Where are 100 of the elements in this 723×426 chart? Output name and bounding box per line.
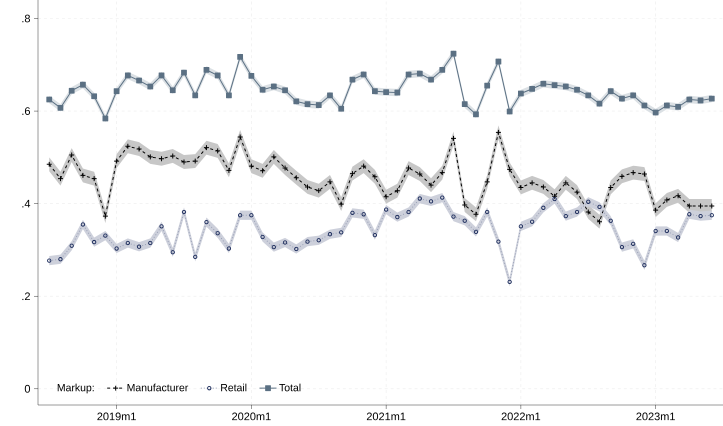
point [147,154,154,160]
point [596,218,602,225]
point [58,104,64,111]
point [147,84,154,90]
point [237,134,244,140]
point [270,84,277,90]
point [294,246,298,252]
point [630,170,636,176]
point [226,167,232,174]
point [293,98,300,104]
y-tick-label: .4 [22,200,30,208]
point [574,86,580,93]
point [260,168,266,174]
point [574,189,580,196]
point [57,176,64,182]
y-tick-label: 0 [24,384,30,393]
point [451,214,456,219]
point [226,92,232,98]
point [618,173,625,180]
point [350,210,355,216]
y-tick-label: .6 [22,107,30,115]
y-tick-label: .8 [22,14,30,22]
point [484,82,490,89]
point [103,233,108,238]
point [652,110,659,116]
point [91,176,98,182]
y-tick-label: .2 [22,292,30,300]
point [440,195,444,200]
point [204,220,209,224]
point [47,258,52,263]
point [552,193,558,200]
point [472,211,479,218]
point [339,230,344,234]
point [653,228,658,234]
point [136,78,142,84]
point [395,214,400,220]
point [192,92,198,98]
point [506,166,513,172]
legend-title: Markup: [58,384,94,394]
point [394,90,400,96]
point [530,220,534,224]
point [327,92,333,98]
point [708,96,715,102]
point [495,129,502,136]
point [260,234,265,240]
point [642,263,647,268]
point [439,170,446,176]
point [305,239,310,244]
point [620,245,624,250]
point [642,102,648,108]
point [126,240,130,246]
point [282,240,288,245]
point [428,182,434,188]
point [203,144,210,151]
point [182,210,186,214]
point [484,178,490,185]
point [338,106,344,112]
point [158,156,165,162]
point [114,88,120,94]
point [181,70,187,76]
point [698,214,703,218]
point [248,73,254,79]
point [574,210,580,214]
point [204,66,210,73]
point [46,161,52,168]
point [102,116,108,122]
point [350,76,356,82]
point [450,135,456,142]
point [316,238,321,242]
point [249,213,254,218]
point [80,172,86,178]
point [631,242,636,246]
point [485,210,490,214]
point [687,212,692,216]
point [474,230,478,234]
point [529,180,536,186]
legend-label: Retail [221,384,246,392]
point [328,232,332,236]
point [80,222,86,227]
point [316,102,322,108]
point [362,212,366,216]
point [102,213,108,220]
point [652,207,659,214]
point [338,201,344,208]
point [496,58,502,64]
x-tick-label: 2021m1 [366,412,406,420]
point [564,214,568,218]
point [124,143,131,150]
point [529,86,536,92]
point [237,54,244,60]
point [562,180,569,186]
point [394,188,400,194]
point [170,87,176,94]
point [619,96,625,102]
point [293,174,300,181]
point [159,224,164,228]
point [508,280,512,284]
point [406,72,412,78]
point [506,108,513,114]
point [608,218,613,223]
